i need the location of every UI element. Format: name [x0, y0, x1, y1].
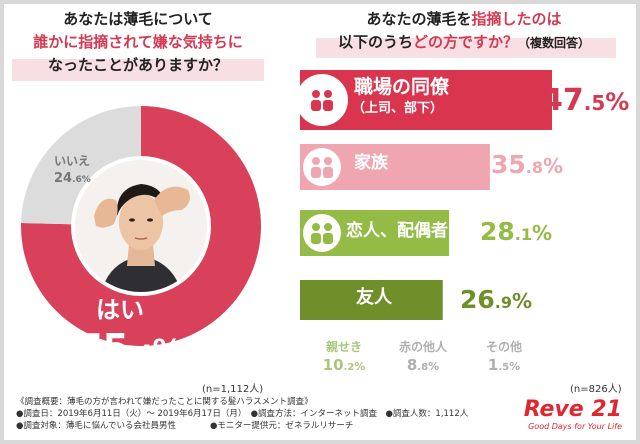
no-value: 24.6%: [54, 171, 91, 186]
donut-slice-yes: [21, 106, 261, 346]
left-question-highlight: [12, 59, 264, 81]
other-value-relatives: 10.2%: [322, 356, 366, 374]
survey-target-provider: ●調査対象：薄毛に悩んでいる会社員男性 ●モニター提供元：ゼネラルリサーチ: [16, 421, 354, 431]
yes-value: 75.4%: [76, 326, 183, 370]
donut-chart: [21, 106, 261, 346]
man-portrait-image: [72, 157, 210, 295]
right-question-line1b: 指摘したのは: [471, 10, 562, 28]
bar-label-friend: 友人: [356, 287, 392, 308]
bar-value-friend: 26.9%: [460, 285, 533, 314]
right-question-line1a: あなたの薄毛を: [366, 10, 472, 28]
left-sample-size: (n=1,112人): [202, 384, 264, 395]
other-value-others: 1.5%: [487, 356, 521, 374]
bar-label-coworker: 職場の同僚: [354, 76, 450, 98]
left-question-line3: なったことがありますか？: [47, 56, 228, 74]
reve21-logo: Reve 21 Good Days for Your Life: [523, 397, 622, 432]
bar-value-coworker: 47.5%: [542, 83, 630, 118]
family-icon: [303, 148, 341, 186]
right-question-highlight: [316, 38, 616, 58]
other-value-stranger: 8.8%: [406, 356, 440, 374]
people-icon: [296, 74, 348, 126]
logo-name: Reve 21: [523, 397, 622, 422]
survey-title: 《調査概要：薄毛の方が言われて嫌だったことに関する髪ハラスメント調査》: [16, 397, 313, 407]
bar-value-family: 35.8%: [491, 150, 564, 179]
right-question-line2a: 以下のうち: [337, 33, 413, 51]
bar-value-partner: 28.1%: [480, 217, 553, 246]
left-question-line2: 誰かに指摘されて嫌な気持ちに: [33, 33, 243, 51]
right-question-line2b: どの方ですか？: [412, 33, 518, 51]
survey-overview: 《調査概要：薄毛の方が言われて嫌だったことに関する髪ハラスメント調査》 ●調査日…: [16, 396, 468, 432]
bar-partner: [300, 210, 450, 256]
left-question-line1: あなたは薄毛について: [63, 10, 213, 28]
no-label: いいえ: [54, 154, 91, 168]
couple-icon: [303, 214, 341, 252]
bar-sublabel-coworker: （上司、部下）: [352, 101, 444, 116]
bar-label-partner: 恋人、配偶者: [346, 221, 448, 241]
right-sample-size: (n=826人): [570, 384, 622, 395]
bar-friend: [300, 280, 443, 320]
yes-label: はい: [96, 296, 144, 324]
other-label-stranger: 赤の他人: [398, 340, 447, 354]
left-question: あなたは薄毛について 誰かに指摘されて嫌な気持ちに なったことがありますか？: [4, 8, 272, 77]
bar-coworker: [296, 70, 552, 130]
other-label-others: その他: [485, 340, 522, 354]
bar-family: [300, 144, 490, 190]
right-question-line2c: （複数回答）: [518, 36, 591, 50]
donut-slice-no: [21, 106, 142, 225]
right-question: あなたの薄毛を指摘したのは 以下のうちどの方ですか？（複数回答）: [294, 8, 634, 55]
survey-date-method: ●調査日：2019年6月11日（火）～ 2019年6月17日（月） ●調査方法：…: [16, 409, 469, 419]
bar-label-family: 家族: [354, 153, 388, 173]
other-label-relatives: 親せき: [325, 340, 362, 354]
logo-tagline: Good Days for Your Life: [528, 422, 622, 431]
bar-chart: [296, 70, 552, 320]
